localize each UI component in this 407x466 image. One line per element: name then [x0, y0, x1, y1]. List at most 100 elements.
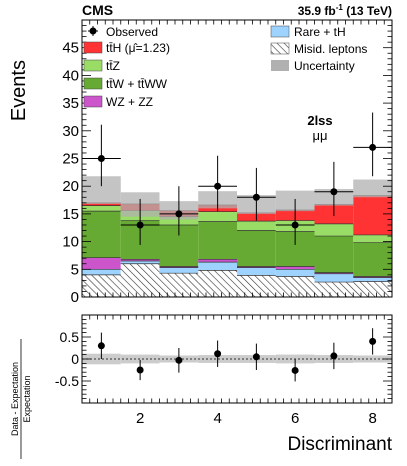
legend-observed-label: Observed [106, 25, 158, 39]
ratio-point-3 [175, 356, 183, 364]
ratio-point-6 [291, 366, 299, 374]
observed-point-1 [97, 155, 105, 162]
bar-ttw-bin-4 [198, 221, 237, 260]
main-axes: 0 5 10 15 20 25 30 35 40 45 [62, 19, 393, 306]
legend-ttw-swatch [83, 77, 103, 90]
legend-ttz-label: tt̄Z [106, 59, 120, 73]
ratio-point-7 [330, 352, 338, 360]
ratio-band-bin-8 [353, 355, 392, 363]
ratio-point-1 [97, 342, 105, 350]
main-ytick-label-25: 25 [62, 151, 79, 168]
bar-ttw-bin-1 [82, 211, 121, 258]
bar-ttw-bin-8 [353, 242, 392, 277]
main-ytick-label-20: 20 [62, 178, 79, 195]
legend-ttw-label: tt̄W + tt̄WW [106, 77, 168, 91]
bar-ttw-bin-5 [237, 230, 276, 267]
ratio-ytick-label-0.5: 0.5 [60, 329, 80, 345]
legend-rare-label: Rare + tH [294, 25, 346, 39]
ratio-y-axis-title-numerator: Data - Expectation [10, 362, 20, 436]
legend-wzzz-swatch [83, 95, 103, 108]
bar-ttz-bin-4 [198, 211, 237, 222]
main-ytick-label-45: 45 [62, 40, 79, 57]
bar-misid-bin-2 [120, 263, 160, 297]
bar-ttz-bin-8 [353, 234, 392, 243]
bar-misid-bin-4 [198, 270, 237, 297]
ratio-band-bin-2 [120, 354, 160, 364]
bar-wzzz-bin-4 [198, 259, 237, 263]
legend-rare-swatch [270, 25, 290, 38]
ratio-xtick-label-8: 8 [368, 410, 376, 427]
bar-misid-bin-5 [237, 275, 276, 297]
category-sublabel: μμ [313, 128, 328, 143]
x-axis-title: Discriminant [287, 434, 392, 455]
bar-misid-bin-8 [353, 281, 392, 297]
observed-point-4 [214, 182, 222, 190]
legend-uncertainty-swatch [271, 60, 289, 71]
ratio-point-2 [136, 366, 144, 374]
ratio-axes: -0.5 0 0.5 2 4 6 8 [55, 314, 393, 427]
bar-misid-bin-3 [159, 273, 199, 297]
ratio-uncertainty-band [82, 353, 392, 365]
legend-tth-label: tt̄H (μ̂=1.23) [106, 41, 170, 55]
bar-rare-bin-8 [353, 277, 392, 282]
bar-rare-bin-6 [275, 269, 315, 277]
bar-wzzz-bin-1 [82, 257, 121, 270]
observed-point-8 [369, 143, 377, 151]
bar-rare-bin-5 [237, 267, 276, 276]
ratio-point-8 [369, 337, 377, 345]
bar-rare-bin-1 [82, 269, 121, 275]
legend-ttz-swatch [83, 59, 103, 72]
legend: Observed tt̄H (μ̂=1.23) tt̄Z tt̄W + tt̄W… [83, 25, 367, 109]
lumi-label: 35.9 fb-1 (13 TeV) [298, 3, 392, 18]
bar-wzzz-bin-2 [120, 259, 160, 261]
bar-rare-bin-4 [198, 262, 237, 271]
main-ytick-label-0: 0 [71, 289, 79, 306]
bar-misid-bin-7 [314, 282, 354, 297]
bar-wzzz-bin-6 [275, 266, 315, 270]
bar-wzzz-bin-5 [237, 266, 276, 268]
ratio-point-5 [252, 353, 260, 361]
legend-tth-swatch [83, 41, 103, 54]
uncertainty-bin-8 [353, 179, 392, 198]
main-ytick-label-35: 35 [62, 95, 79, 112]
main-y-axis-title: Events [8, 60, 30, 121]
bar-ttz-bin-7 [314, 223, 354, 237]
ratio-xtick-label-2: 2 [136, 410, 144, 427]
ratio-points [97, 328, 377, 382]
bar-rare-bin-2 [120, 260, 160, 264]
main-ytick-label-40: 40 [62, 67, 79, 84]
ratio-ytick-label-0: 0 [71, 351, 79, 367]
main-ytick-label-10: 10 [62, 234, 79, 251]
bar-ttw-bin-7 [314, 236, 354, 273]
observed-point-5 [252, 193, 260, 201]
ratio-point-4 [214, 350, 222, 358]
observed-point-2 [136, 221, 144, 229]
bar-misid-bin-6 [275, 276, 315, 297]
legend-uncertainty-label: Uncertainty [294, 59, 355, 73]
main-ytick-label-30: 30 [62, 123, 79, 140]
category-label: 2lss [307, 113, 332, 128]
bar-wzzz-bin-7 [314, 272, 354, 274]
main-ytick-label-5: 5 [71, 261, 79, 278]
main-ytick-label-15: 15 [62, 206, 79, 223]
legend-misid-label: Misid. leptons [294, 42, 367, 56]
legend-misid-swatch [270, 42, 290, 55]
bar-ttz-bin-5 [237, 221, 276, 231]
bar-misid-bin-1 [82, 274, 121, 297]
bar-ttz-bin-1 [82, 205, 121, 212]
bar-rare-bin-3 [159, 267, 199, 274]
experiment-label: CMS [82, 2, 113, 18]
ratio-y-axis-title-denominator: Expectation [22, 375, 32, 422]
bar-tth-bin-1 [82, 202, 121, 206]
observed-points [82, 112, 392, 245]
bar-rare-bin-7 [314, 273, 354, 283]
observed-point-7 [330, 188, 338, 196]
ratio-xtick-label-4: 4 [213, 410, 221, 427]
ratio-ytick-label--0.5: -0.5 [55, 373, 79, 389]
legend-observed-marker [89, 27, 97, 35]
bar-wzzz-bin-8 [353, 276, 392, 278]
observed-point-3 [175, 210, 183, 218]
bar-wzzz-bin-3 [159, 266, 199, 268]
observed-point-6 [291, 221, 299, 229]
